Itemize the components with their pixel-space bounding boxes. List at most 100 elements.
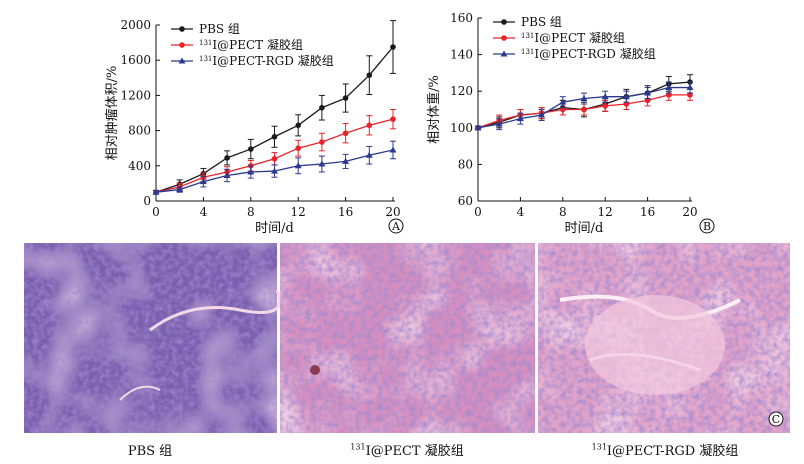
x-tick-label-B: 0 <box>474 205 482 219</box>
x-tick-label-B: 4 <box>517 205 525 219</box>
x-axis-label-B: 时间/d <box>565 221 604 236</box>
data-point-B-2 <box>644 89 652 96</box>
y-tick-label-A: 1200 <box>120 88 151 102</box>
caption-pect: 131I@PECT 凝胶组 <box>287 440 527 459</box>
y-tick-label-A: 800 <box>128 124 151 138</box>
panel-letter-B: B <box>703 220 711 233</box>
data-point-B-2 <box>559 98 567 105</box>
panel-letter-circle-A <box>388 218 404 234</box>
legend-marker-B-0 <box>501 19 507 25</box>
caption-pbs: PBS 组 <box>30 440 270 459</box>
data-point-A-0 <box>248 146 254 152</box>
legend-marker-A-1 <box>179 42 185 48</box>
data-point-A-2 <box>389 146 397 153</box>
x-tick-label-A: 8 <box>247 205 255 219</box>
data-point-A-2 <box>152 188 160 195</box>
panel-letter-circle-B <box>699 218 715 234</box>
data-point-A-0 <box>295 122 302 129</box>
y-tick-label-B: 100 <box>450 121 473 135</box>
legend-marker-A-0 <box>179 26 185 32</box>
data-point-B-2 <box>580 95 588 102</box>
caption-pect-text: I@PECT 凝胶组 <box>365 444 464 459</box>
legend-label-sup: 131 <box>199 39 212 47</box>
caption-pect-sup: 131 <box>350 442 366 452</box>
y-tick-label-A: 400 <box>128 159 151 173</box>
legend-label-sup: 131 <box>199 55 212 63</box>
data-point-A-2 <box>318 160 326 167</box>
x-tick-label-A: 4 <box>200 205 208 219</box>
legend-label-sup: 131 <box>521 32 534 40</box>
legend-label-sup: 131 <box>521 48 534 56</box>
data-point-B-2 <box>622 93 630 100</box>
legend-label-A-2: 131I@PECT-RGD 凝胶组 <box>199 53 334 68</box>
legend-label-A-1: 131I@PECT 凝胶组 <box>199 37 303 52</box>
y-tick-label-A: 0 <box>143 194 151 208</box>
data-point-A-2 <box>342 157 350 164</box>
x-tick-label-A: 12 <box>291 205 306 219</box>
data-point-B-2 <box>474 124 482 131</box>
x-tick-label-A: 16 <box>338 205 353 219</box>
chart-a: 0 400 800 1200 1600 2000 0 4 8 12 16 20 时间/d 相对肿瘤体积/%… <box>104 18 404 236</box>
data-point-B-2 <box>686 84 694 91</box>
caption-rgd-text: I@PECT-RGD 凝胶组 <box>606 444 739 459</box>
data-point-A-2 <box>365 151 373 158</box>
y-tick-label-A: 1600 <box>120 53 151 67</box>
y-tick-label-B: 60 <box>458 194 473 208</box>
data-point-A-0 <box>342 95 349 101</box>
x-tick-label-B: 16 <box>640 205 655 219</box>
data-point-A-0 <box>271 133 278 140</box>
x-axis-label-A: 时间/d <box>255 221 294 236</box>
legend-label-rest: I@PECT 凝胶组 <box>534 30 625 45</box>
x-tick-label-A: 0 <box>152 205 160 219</box>
histology-panel-pbs <box>24 243 282 433</box>
data-point-B-2 <box>538 111 546 118</box>
data-point-A-1 <box>295 145 302 151</box>
caption-rgd-sup: 131 <box>591 442 607 452</box>
panel-c-letter: C <box>772 413 780 426</box>
data-point-A-1 <box>342 130 349 137</box>
chart-b: 60 80 100 120 140 160 0 4 8 12 16 20 时间/d 相对体重/% B PBS … <box>426 11 715 236</box>
data-point-B-2 <box>495 120 503 127</box>
y-tick-label-B: 160 <box>450 11 473 25</box>
x-tick-label-B: 8 <box>559 205 567 219</box>
caption-rgd: 131I@PECT-RGD 凝胶组 <box>545 440 785 459</box>
y-tick-label-B: 140 <box>450 48 473 62</box>
data-point-A-2 <box>271 167 278 174</box>
legend-label-rest: I@PECT-RGD 凝胶组 <box>534 46 655 61</box>
histology-panel-rgd <box>538 243 790 433</box>
x-tick-label-B: 12 <box>598 205 613 219</box>
data-point-B-2 <box>601 93 609 100</box>
legend-label-A-0: PBS 组 <box>199 22 240 36</box>
y-axis-label-B: 相对体重/% <box>426 75 442 144</box>
legend-label-B-2: 131I@PECT-RGD 凝胶组 <box>521 46 656 61</box>
data-point-B-2 <box>665 84 673 91</box>
data-point-A-1 <box>319 139 325 145</box>
data-point-A-2 <box>176 186 184 193</box>
data-point-A-1 <box>271 155 278 162</box>
histology-panel-pect <box>280 243 535 433</box>
data-point-A-2 <box>199 178 207 185</box>
data-point-A-0 <box>319 104 325 111</box>
data-point-A-2 <box>247 168 255 175</box>
data-point-A-2 <box>223 171 231 178</box>
data-point-B-2 <box>516 115 524 122</box>
data-point-A-1 <box>366 122 373 129</box>
x-tick-label-B: 20 <box>682 205 697 219</box>
x-tick-label-A: 20 <box>385 205 400 219</box>
data-point-B-1 <box>581 106 587 113</box>
data-point-A-0 <box>366 72 373 78</box>
legend-label-B-1: 131I@PECT 凝胶组 <box>521 30 625 45</box>
legend-marker-B-2 <box>500 50 508 57</box>
legend-marker-B-1 <box>501 35 507 41</box>
data-point-A-0 <box>390 44 396 50</box>
data-point-B-1 <box>602 103 608 109</box>
data-point-A-2 <box>294 162 302 169</box>
y-tick-label-B: 80 <box>458 157 473 171</box>
panel-letter-A: A <box>391 220 401 233</box>
y-axis-label-A: 相对肿瘤体积/% <box>104 66 120 161</box>
caption-pbs-text: PBS 组 <box>127 444 173 459</box>
legend-label-rest: I@PECT-RGD 凝胶组 <box>212 53 333 68</box>
data-point-A-0 <box>224 155 230 161</box>
